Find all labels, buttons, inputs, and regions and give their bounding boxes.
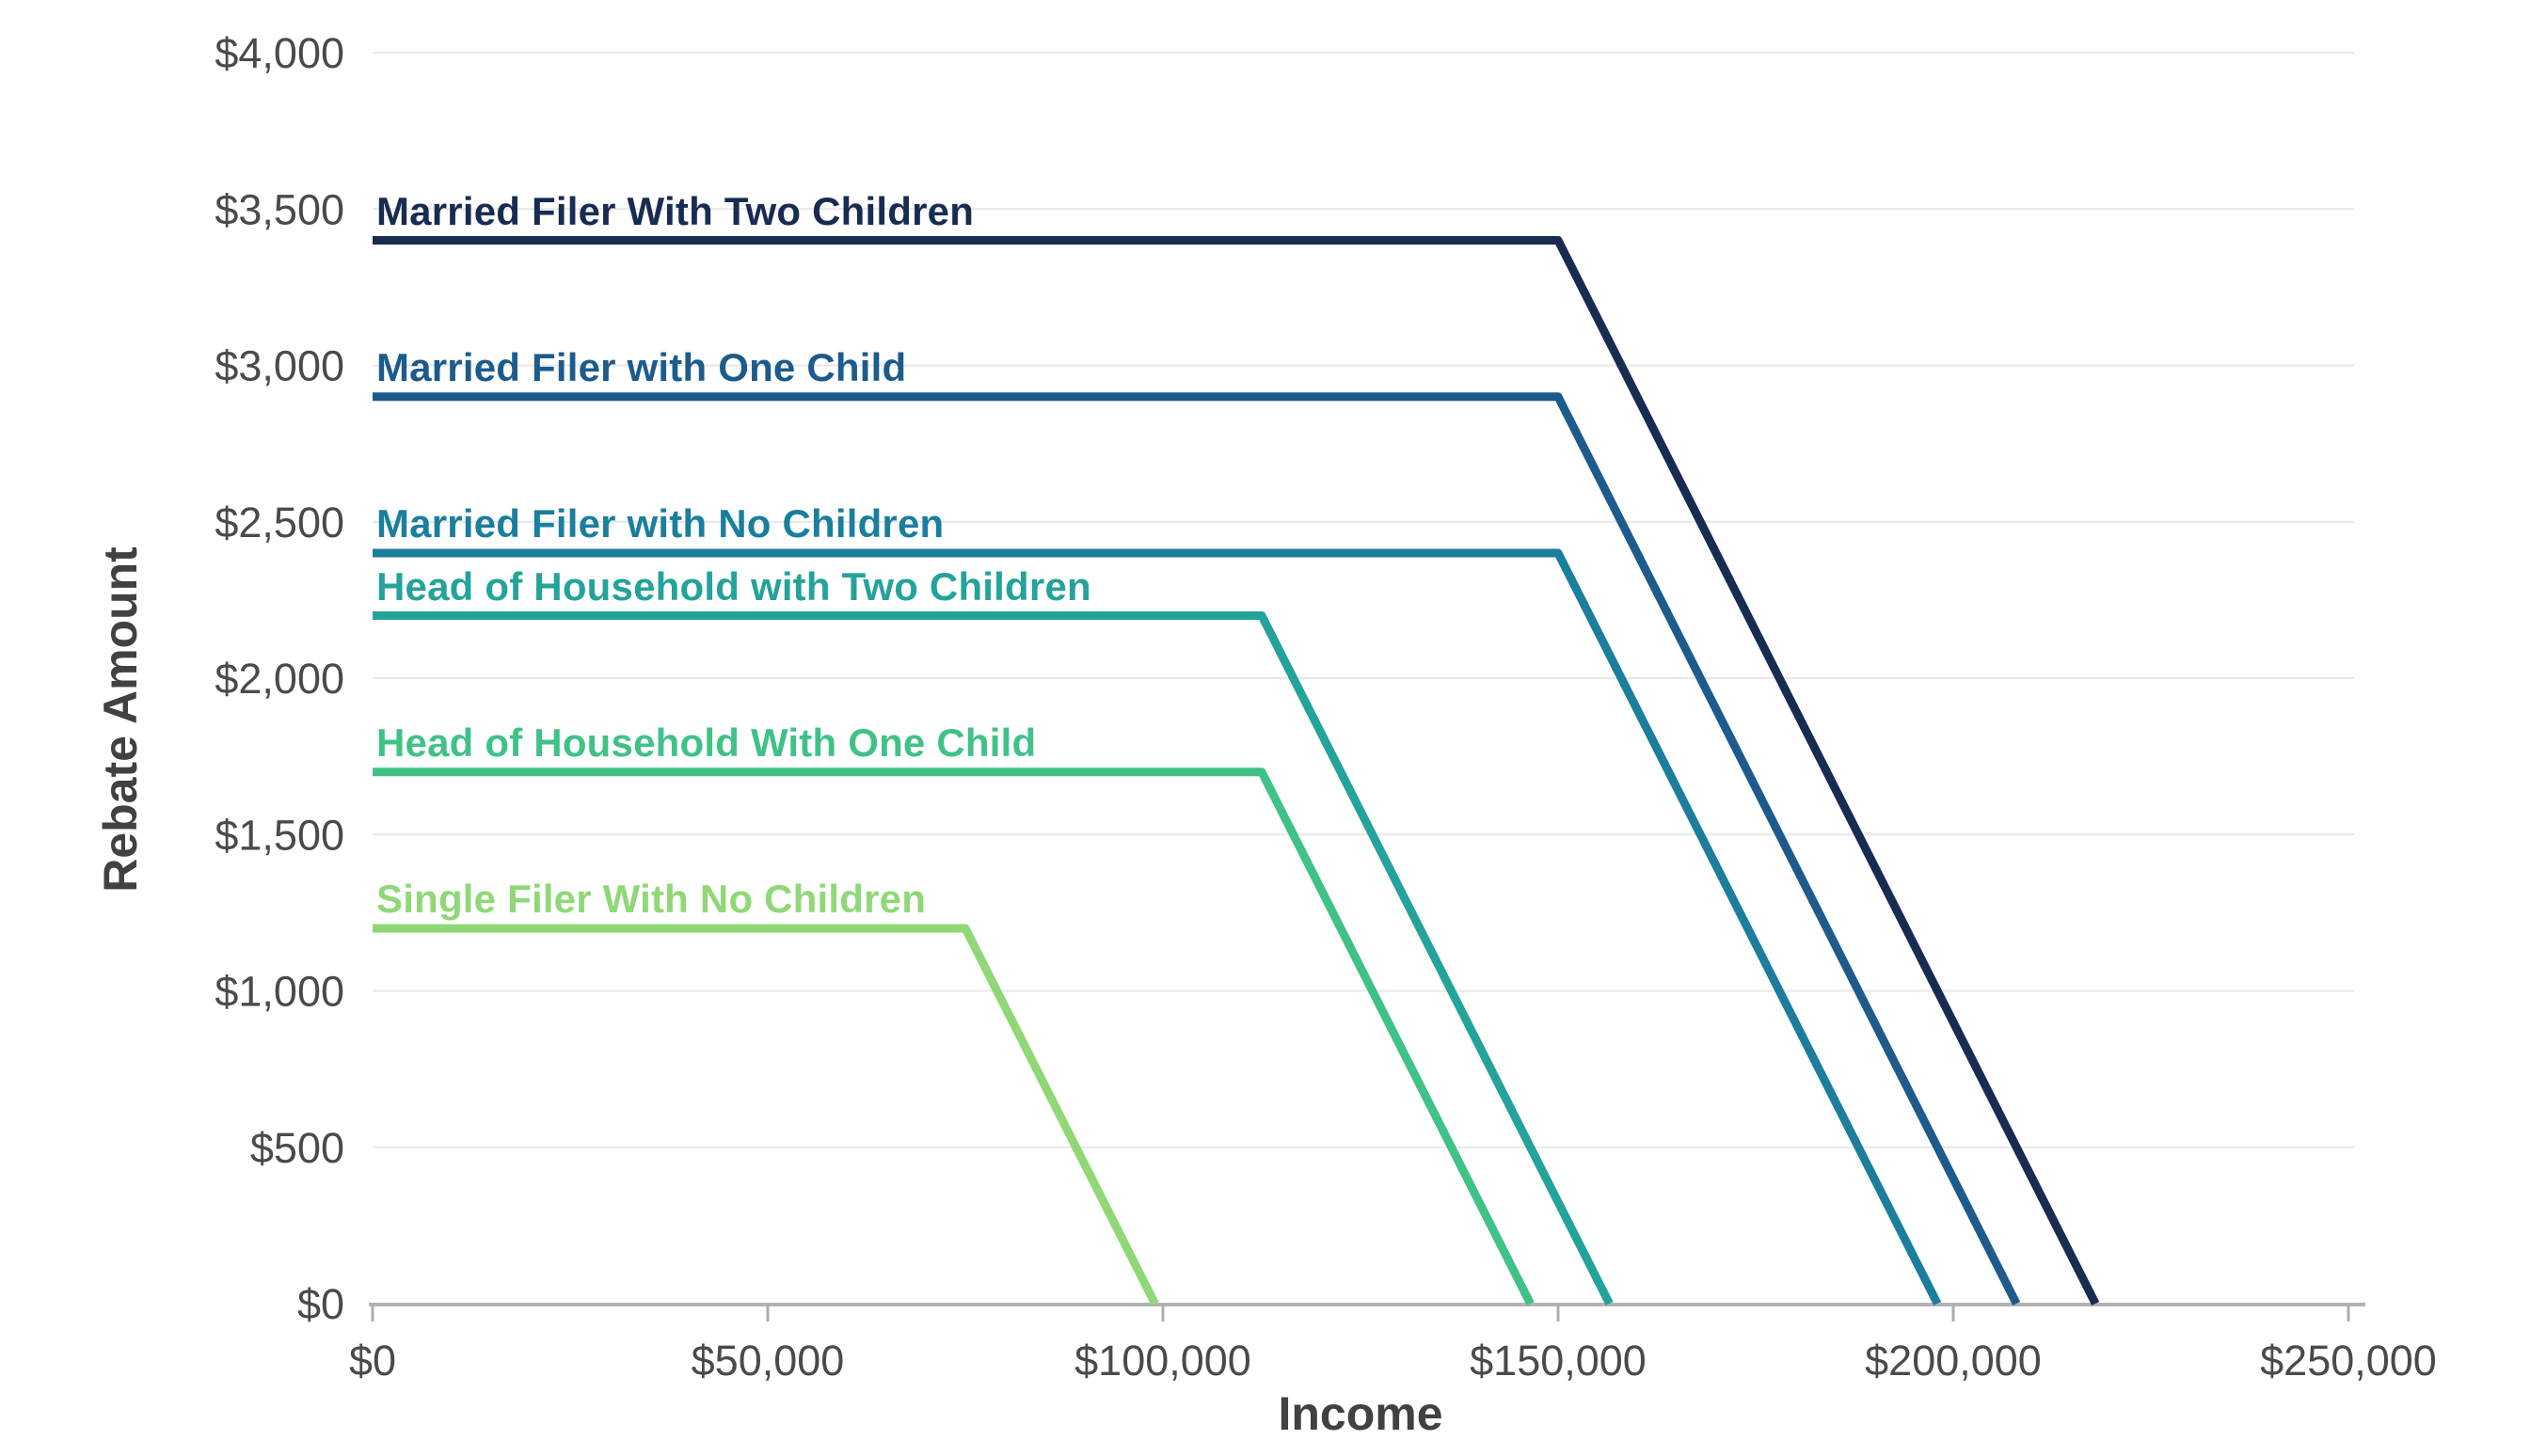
series-label-3: Head of Household with Two Children <box>376 563 1091 609</box>
y-tick-label: $1,000 <box>215 968 344 1016</box>
y-tick-label: $3,000 <box>215 342 344 390</box>
y-tick-label: $1,500 <box>215 811 344 859</box>
x-tick-label: $250,000 <box>2260 1337 2437 1385</box>
series-line-2 <box>373 548 1942 1306</box>
x-tick-label: $50,000 <box>692 1337 845 1385</box>
series-label-5: Single Filer With No Children <box>376 877 927 921</box>
series-line-1 <box>373 392 2021 1306</box>
y-tick-label: $2,000 <box>215 655 344 703</box>
series-line-0 <box>373 236 2100 1306</box>
y-tick-label: $3,500 <box>215 185 344 233</box>
y-axis-title: Rebate Amount <box>94 546 147 893</box>
x-tick-label: $200,000 <box>1865 1337 2042 1385</box>
y-tick-label: $0 <box>297 1280 344 1328</box>
series-label-1: Married Filer with One Child <box>376 344 907 389</box>
series-line-5 <box>373 924 1159 1306</box>
y-tick-label: $4,000 <box>215 29 344 77</box>
series-line-3 <box>373 611 1614 1306</box>
x-axis-title: Income <box>1278 1387 1443 1440</box>
series-line-4 <box>373 768 1535 1306</box>
y-tick-label: $2,500 <box>215 499 344 546</box>
y-tick-label: $500 <box>250 1124 344 1172</box>
x-tick-label: $100,000 <box>1074 1337 1251 1385</box>
x-tick-label: $150,000 <box>1470 1337 1647 1385</box>
series-label-0: Married Filer With Two Children <box>376 188 975 233</box>
series-label-2: Married Filer with No Children <box>376 501 945 546</box>
x-tick-label: $0 <box>349 1337 396 1385</box>
series-label-4: Head of Household With One Child <box>376 720 1037 765</box>
